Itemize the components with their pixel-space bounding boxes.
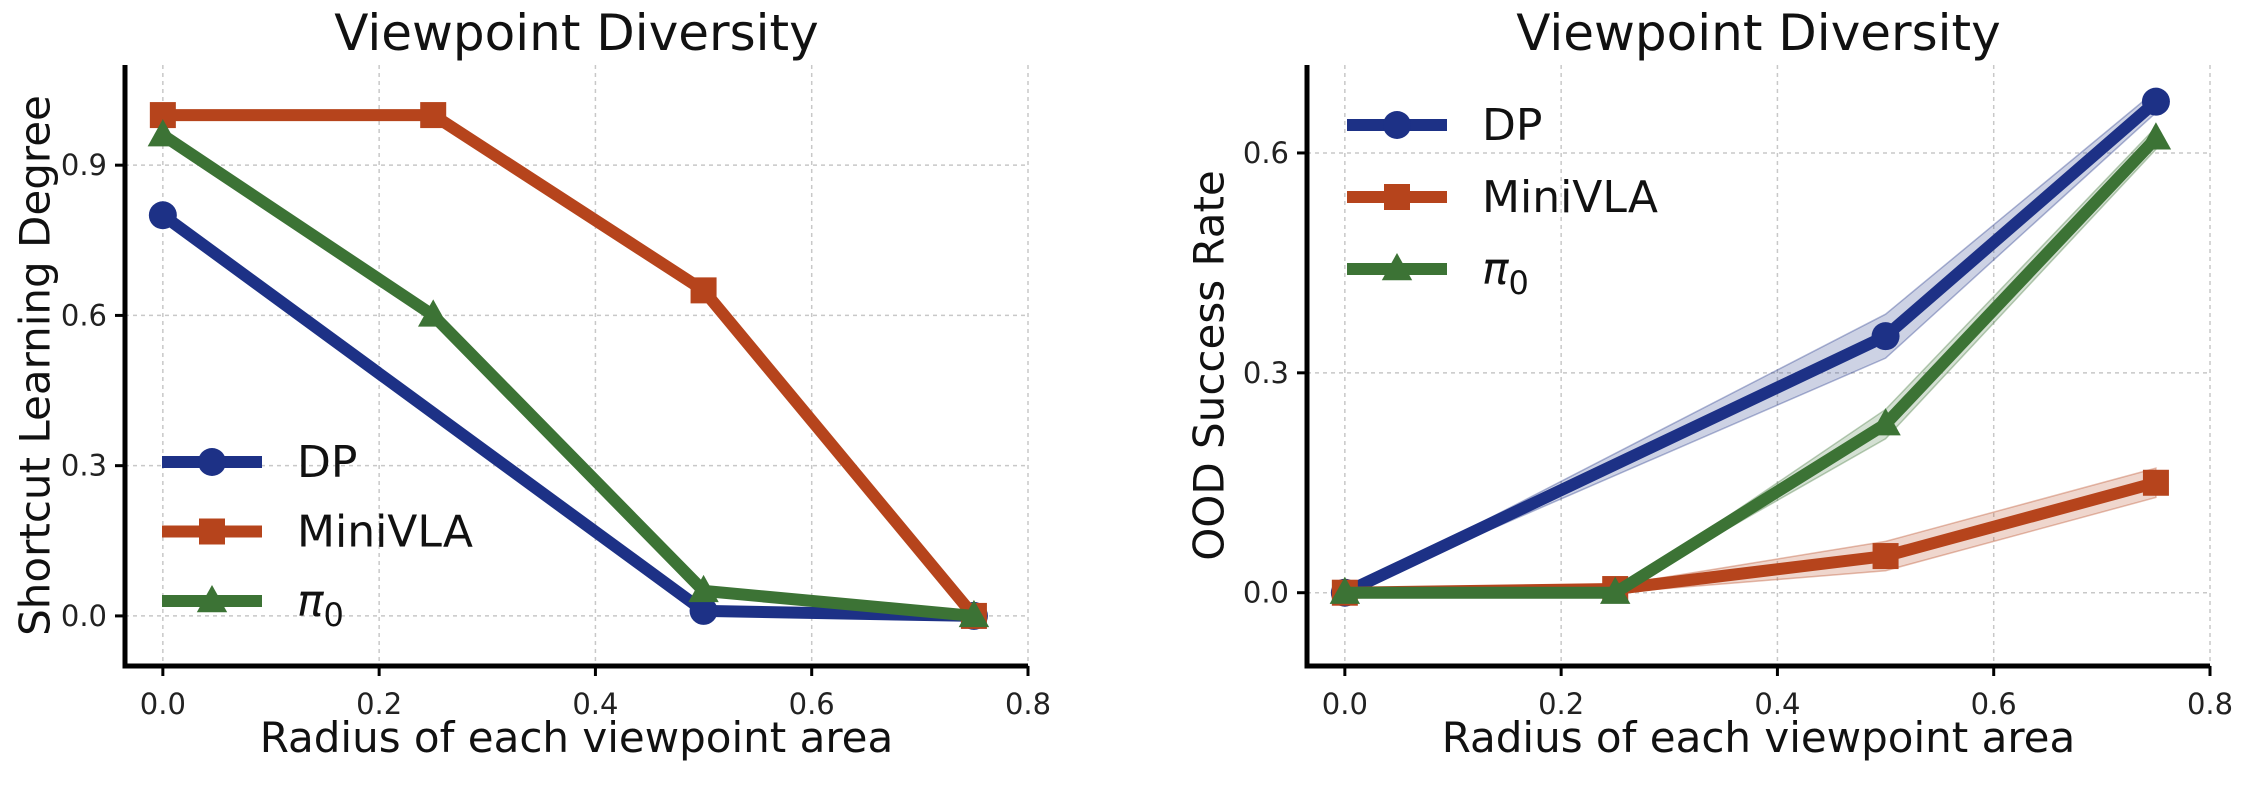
series-line-pi0: [156, 129, 980, 622]
legend-marker-MiniVLA: [1384, 184, 1410, 210]
data-point-DP: [689, 596, 718, 625]
legend-label: π0: [1482, 244, 1529, 302]
legend-label: DP: [297, 437, 357, 488]
chart-panel-left: 0.0 0.2 0.4 0.6 0.8 0.0 0.3 0.6 0.9 Viewpoint Div…: [11, 4, 1052, 762]
x-tick-label: 0.2: [1538, 687, 1584, 721]
x-axis-label: Radius of each viewpoint area: [260, 713, 894, 762]
y-axis-label: Shortcut Learning Degree: [11, 95, 60, 636]
x-tick-label: 0.4: [1754, 687, 1800, 721]
legend: DP MiniVLA π0: [162, 437, 473, 634]
y-axis-label: OOD Success Rate: [1185, 170, 1234, 561]
chart-title: Viewpoint Diversity: [334, 4, 819, 62]
y-tick-label: 0.6: [61, 298, 107, 332]
legend-item-pi0: π0: [162, 576, 344, 634]
x-tick-label: 0.4: [572, 687, 618, 721]
data-point-pi0: [1600, 576, 1631, 604]
data-point-DP: [1871, 322, 1900, 351]
legend-marker-DP: [1383, 111, 1411, 139]
legend-item-MiniVLA: MiniVLA: [162, 507, 473, 558]
x-tick-label: 0.2: [356, 687, 402, 721]
data-point-MiniVLA: [2142, 469, 2169, 496]
legend-marker-pi0: [196, 585, 228, 613]
x-tick-label: 0.6: [1971, 687, 2017, 721]
x-tick-label: 0.8: [2187, 687, 2233, 721]
series-line-pi0: [1338, 132, 2162, 599]
data-point-pi0: [958, 599, 990, 628]
series-line-MiniVLA: [156, 109, 980, 622]
data-point-pi0: [1870, 408, 1901, 436]
data-point-pi0: [2140, 122, 2172, 150]
x-tick-label: 0.6: [789, 687, 835, 721]
y-tick-label: 0.9: [61, 148, 107, 182]
chart-panel-right: 0.0 0.2 0.4 0.6 0.8 0.0 0.3 0.6 Viewpoint Divers…: [1185, 4, 2234, 762]
x-axis-label: Radius of each viewpoint area: [1442, 713, 2076, 762]
legend-item-DP: DP: [162, 437, 357, 488]
legend-item-DP: DP: [1347, 100, 1542, 151]
y-tick-label: 0.6: [1243, 136, 1289, 170]
legend-label: π0: [297, 576, 344, 634]
chart-title: Viewpoint Diversity: [1516, 4, 2001, 62]
x-tick-label: 0.0: [1322, 687, 1368, 721]
data-point-pi0: [147, 119, 179, 147]
legend-marker-MiniVLA: [199, 518, 225, 545]
y-tick-label: 0.3: [61, 449, 107, 483]
x-tick-label: 0.8: [1005, 687, 1051, 721]
data-point-MiniVLA: [1872, 543, 1899, 570]
data-point-MiniVLA: [420, 102, 447, 129]
legend-label: DP: [1482, 100, 1542, 151]
data-point-pi0: [688, 574, 719, 603]
y-tick-label: 0.3: [1243, 356, 1289, 390]
legend-item-MiniVLA: MiniVLA: [1347, 172, 1658, 223]
legend-item-pi0: π0: [1347, 244, 1529, 302]
data-point-DP: [148, 201, 177, 230]
y-tick-label: 0.0: [1243, 576, 1289, 610]
data-point-pi0: [418, 299, 449, 327]
x-tick-label: 0.0: [140, 687, 186, 721]
series-line-DP: [156, 209, 980, 622]
legend-marker-pi0: [1381, 253, 1413, 281]
legend-label: MiniVLA: [297, 507, 473, 558]
legend: DP MiniVLA π0: [1347, 100, 1658, 302]
legend-label: MiniVLA: [1482, 172, 1658, 223]
data-point-pi0: [1329, 576, 1361, 604]
data-point-MiniVLA: [690, 277, 717, 304]
legend-marker-DP: [198, 448, 226, 476]
y-tick-label: 0.0: [61, 599, 107, 633]
data-point-DP: [2141, 87, 2170, 116]
